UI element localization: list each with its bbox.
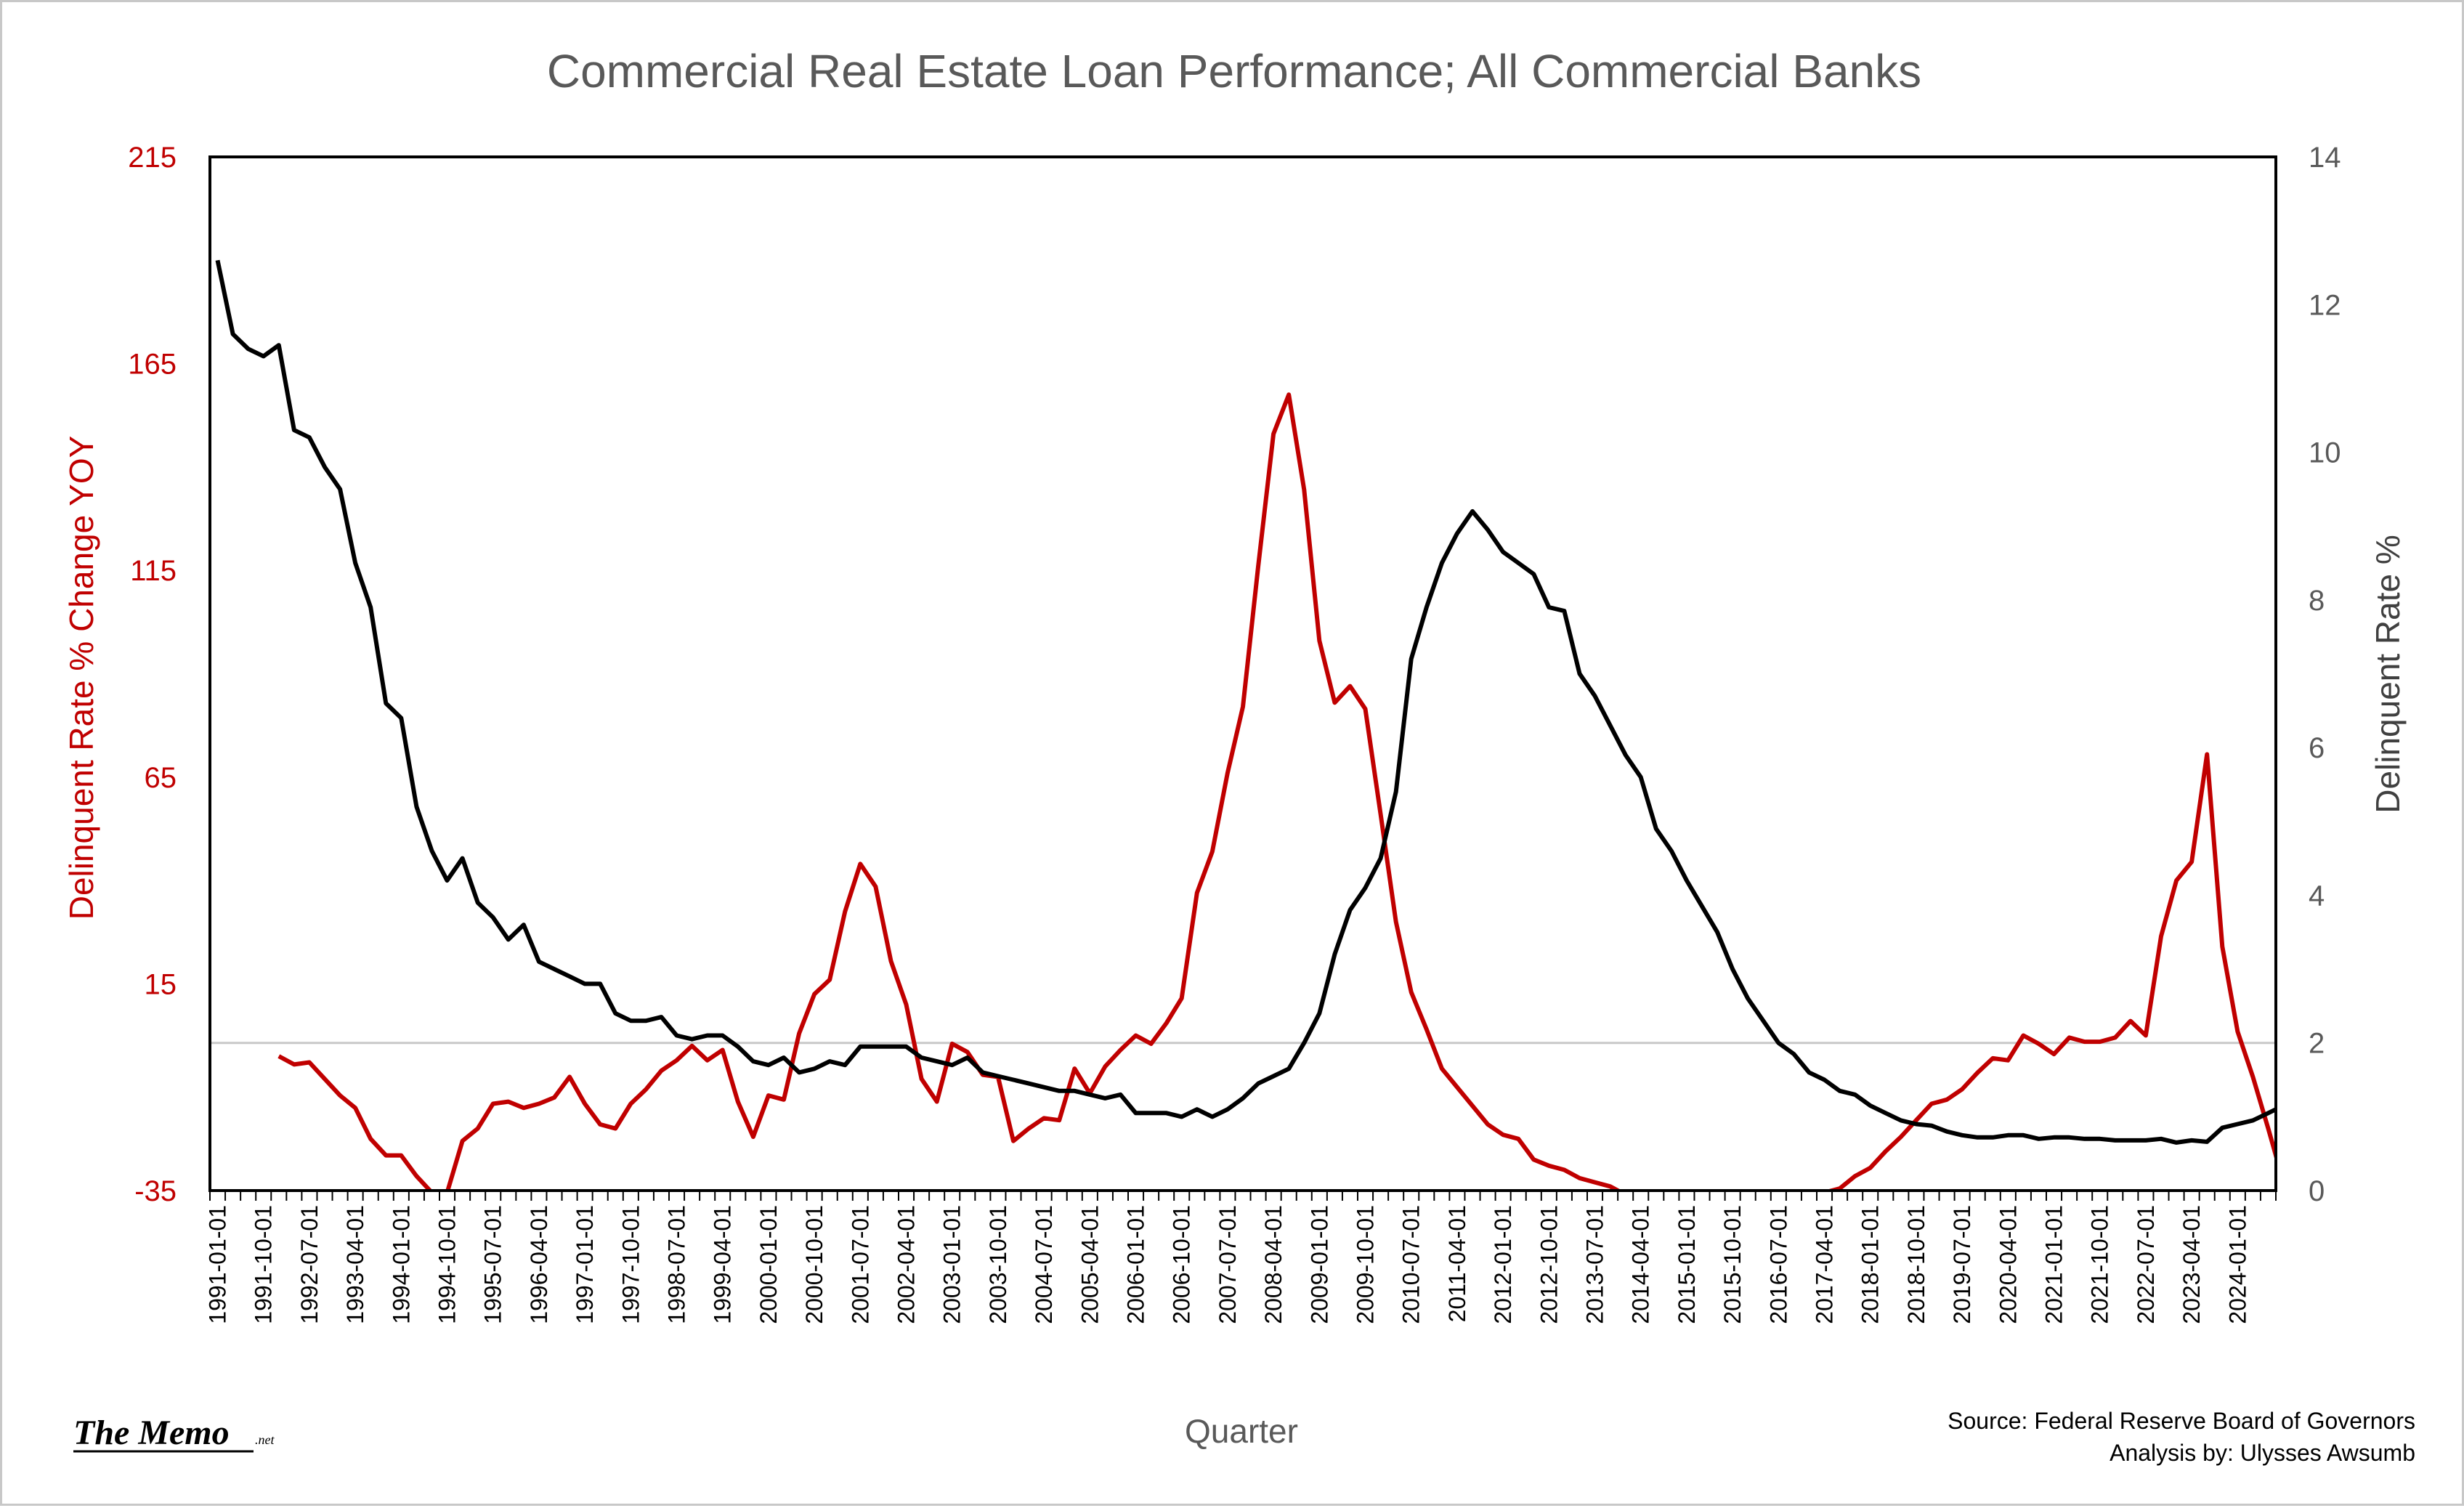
x-tick-label: 2003-01-01 xyxy=(939,1205,965,1324)
x-tick-label: 2016-07-01 xyxy=(1765,1205,1791,1324)
x-tick-label: 1997-01-01 xyxy=(572,1205,598,1324)
left-tick-label: -35 xyxy=(134,1175,177,1207)
x-tick-label: 2008-04-01 xyxy=(1260,1205,1286,1324)
x-tick-label: 2002-04-01 xyxy=(893,1205,920,1324)
left-tick-label: 215 xyxy=(128,142,177,174)
x-tick-label: 2019-07-01 xyxy=(1949,1205,1975,1324)
the-memo-logo: The Memo .net xyxy=(73,1414,275,1452)
x-tick-label: 2024-01-01 xyxy=(2224,1205,2250,1324)
x-tick-label: 1995-07-01 xyxy=(480,1205,506,1324)
x-tick-label: 1994-10-01 xyxy=(434,1205,461,1324)
right-axis-label: Delinquent Rate % xyxy=(2369,535,2407,814)
x-tick-label: 2012-10-01 xyxy=(1536,1205,1562,1324)
x-tick-label: 1991-10-01 xyxy=(251,1205,277,1324)
source-line-2: Analysis by: Ulysses Awsumb xyxy=(2110,1440,2415,1466)
x-tick-label: 2015-01-01 xyxy=(1674,1205,1700,1324)
x-tick-label: 2010-07-01 xyxy=(1398,1205,1424,1324)
x-tick-label: 2000-10-01 xyxy=(801,1205,827,1324)
x-tick-label: 2012-01-01 xyxy=(1490,1205,1516,1324)
x-tick-label: 2018-10-01 xyxy=(1903,1205,1929,1324)
x-tick-label: 2013-07-01 xyxy=(1582,1205,1608,1324)
x-tick-label: 2007-07-01 xyxy=(1215,1205,1241,1324)
x-tick-label: 2011-04-01 xyxy=(1444,1205,1470,1322)
x-tick-label: 1999-04-01 xyxy=(710,1205,736,1324)
left-axis-label: Delinquent Rate % Change YOY xyxy=(62,436,100,920)
x-tick-label: 2000-01-01 xyxy=(755,1205,782,1324)
x-tick-label: 2018-01-01 xyxy=(1857,1205,1884,1324)
x-tick-label: 1991-01-01 xyxy=(205,1205,231,1324)
plot-area-border xyxy=(210,157,2276,1191)
x-tick-label: 2021-01-01 xyxy=(2041,1205,2067,1324)
x-tick-label: 2022-07-01 xyxy=(2133,1205,2159,1324)
x-tick-label: 2014-04-01 xyxy=(1628,1205,1654,1324)
x-tick-label: 1996-04-01 xyxy=(526,1205,552,1324)
x-tick-label: 1997-10-01 xyxy=(617,1205,644,1324)
x-tick-label: 2009-10-01 xyxy=(1353,1205,1379,1324)
right-tick-label: 2 xyxy=(2309,1028,2325,1060)
x-tick-label: 2023-04-01 xyxy=(2179,1205,2205,1324)
right-tick-label: 4 xyxy=(2309,880,2325,912)
left-axis-ticks: -35 15 65 115 165 215 xyxy=(128,142,177,1207)
x-tick-label: 2015-10-01 xyxy=(1719,1205,1746,1324)
chart-title: Commercial Real Estate Loan Performance;… xyxy=(547,45,1921,97)
x-tick-label: 1993-04-01 xyxy=(342,1205,368,1324)
right-tick-label: 0 xyxy=(2309,1175,2325,1207)
x-tick-label: 2021-10-01 xyxy=(2087,1205,2113,1324)
logo-text: The Memo xyxy=(73,1414,230,1452)
x-axis-ticks: 1991-01-01 1991-10-01 1992-07-01 1993-04-01… xyxy=(205,1191,2276,1324)
x-tick-label: 2005-04-01 xyxy=(1077,1205,1103,1324)
x-tick-label: 2017-04-01 xyxy=(1812,1205,1838,1324)
left-tick-label: 15 xyxy=(145,968,177,1000)
x-tick-label: 2020-04-01 xyxy=(1995,1205,2021,1324)
x-tick-label: 1992-07-01 xyxy=(296,1205,323,1324)
right-tick-label: 14 xyxy=(2309,142,2341,174)
source-line-1: Source: Federal Reserve Board of Governo… xyxy=(1948,1408,2415,1434)
right-tick-label: 12 xyxy=(2309,289,2341,321)
right-tick-label: 8 xyxy=(2309,585,2325,617)
x-tick-label: 1998-07-01 xyxy=(664,1205,690,1324)
right-axis-ticks: 0 2 4 6 8 10 12 14 xyxy=(2309,142,2341,1207)
x-tick-label: 2006-10-01 xyxy=(1169,1205,1195,1324)
x-tick-label: 2001-07-01 xyxy=(847,1205,873,1324)
x-tick-label: 1994-01-01 xyxy=(388,1205,414,1324)
x-tick-label: 2004-07-01 xyxy=(1031,1205,1057,1324)
series-layer xyxy=(218,260,2464,1244)
left-tick-label: 65 xyxy=(145,762,177,794)
x-tick-label: 2006-01-01 xyxy=(1123,1205,1149,1324)
left-tick-label: 165 xyxy=(128,349,177,381)
right-tick-label: 6 xyxy=(2309,732,2325,764)
left-tick-label: 115 xyxy=(130,555,177,587)
series-line-delinquent-rate xyxy=(218,260,2464,1143)
right-tick-label: 10 xyxy=(2309,437,2341,469)
x-tick-label: 2009-01-01 xyxy=(1306,1205,1332,1324)
x-tick-label: 2003-10-01 xyxy=(985,1205,1011,1324)
logo-suffix: .net xyxy=(255,1432,275,1447)
x-axis-label: Quarter xyxy=(1185,1412,1298,1450)
series-line-yoy-change xyxy=(279,394,2464,1244)
